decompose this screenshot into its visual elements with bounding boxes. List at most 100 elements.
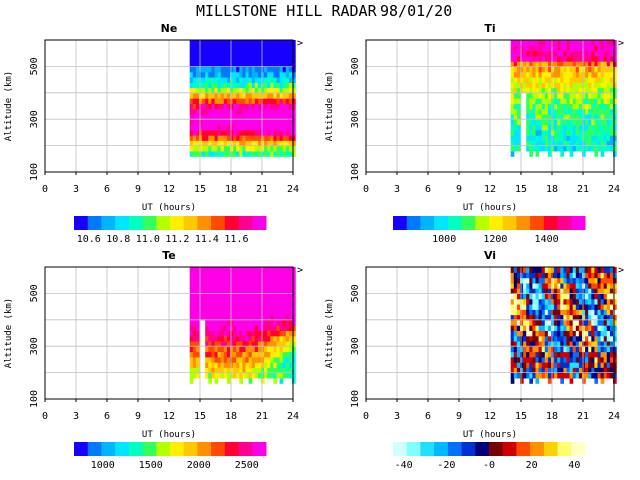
heatmap-cell	[189, 293, 194, 300]
heatmap-cell	[532, 140, 537, 147]
heatmap-cell	[535, 150, 540, 157]
heatmap-cell	[292, 335, 296, 342]
heatmap-cell	[285, 340, 290, 347]
heatmap-cell	[566, 103, 571, 110]
heatmap-cell	[572, 129, 577, 136]
heatmap-cell	[276, 103, 281, 110]
heatmap-cell	[257, 304, 262, 310]
heatmap-cell	[199, 40, 203, 46]
heatmap-cell	[214, 340, 219, 347]
heatmap-cell	[591, 282, 595, 289]
heatmap-cell	[551, 66, 555, 73]
heatmap-cell	[554, 140, 558, 147]
heatmap-cell	[223, 40, 228, 46]
heatmap-cell	[529, 119, 533, 126]
heatmap-cells	[510, 267, 617, 384]
colorbar-swatch	[170, 216, 185, 230]
heatmap-cell	[205, 55, 209, 62]
heatmap-cell	[560, 346, 564, 353]
heatmap-cell	[582, 340, 586, 347]
heatmap-cell	[585, 135, 589, 141]
heatmap-cell	[245, 129, 250, 136]
heatmap-cell	[516, 77, 521, 83]
heatmap-cell	[276, 304, 281, 310]
heatmap-cell	[566, 45, 571, 52]
heatmap-cell	[541, 71, 546, 78]
heatmap-cell	[569, 288, 574, 294]
heatmap-cell	[516, 367, 521, 374]
heatmap-cell	[594, 150, 599, 157]
heatmap-cell	[535, 66, 540, 73]
heatmap-cell	[248, 367, 253, 374]
heatmap-cell	[189, 129, 194, 136]
heatmap-cell	[588, 367, 592, 374]
heatmap-cell	[526, 40, 530, 46]
heatmap-cell	[261, 282, 265, 289]
heatmap-cell	[516, 298, 521, 305]
heatmap-cell	[276, 45, 281, 52]
colorbar-tick-label: 1500	[139, 460, 163, 471]
heatmap-cell	[242, 346, 247, 353]
heatmap-cell	[254, 335, 259, 342]
heatmap-cell	[544, 367, 549, 374]
heatmap-cell	[575, 309, 580, 316]
heatmap-cell	[557, 346, 561, 353]
heatmap-cell	[267, 335, 271, 342]
heatmap-cell	[557, 119, 561, 126]
heatmap-cell	[532, 124, 537, 131]
heatmap-cell	[563, 351, 568, 358]
heatmap-cell	[535, 108, 540, 115]
heatmap-cell	[563, 98, 568, 104]
heatmap-cell	[526, 282, 530, 289]
heatmap-cell	[572, 367, 577, 374]
heatmap-cell	[257, 108, 262, 115]
heatmap-cell	[226, 346, 231, 353]
heatmap-cell	[279, 351, 284, 358]
heatmap-cell	[566, 277, 571, 284]
heatmap-cell	[551, 140, 555, 147]
colorbar-tick-label: 1000	[432, 234, 456, 245]
heatmap-cell	[578, 77, 583, 83]
heatmap-cell	[591, 325, 595, 331]
heatmap-cell	[600, 150, 605, 157]
heatmap-cell	[236, 330, 240, 337]
heatmap-cell	[526, 92, 530, 99]
heatmap-cell	[279, 314, 284, 321]
heatmap-cell	[609, 140, 614, 147]
heatmap-cell	[609, 304, 614, 310]
heatmap-cell	[205, 61, 209, 67]
heatmap-cell	[226, 92, 231, 99]
heatmap-cell	[547, 71, 552, 78]
heatmap-cell	[223, 314, 228, 321]
heatmap-cell	[220, 272, 225, 279]
heatmap-cell	[276, 145, 281, 152]
heatmap-cell	[279, 377, 284, 384]
heatmap-cell	[582, 272, 586, 279]
heatmap-cell	[211, 129, 216, 136]
heatmap-cell	[510, 103, 515, 110]
heatmap-cell	[292, 98, 296, 104]
heatmap-cell	[572, 124, 577, 131]
y-axis-label: Altitude (km)	[4, 71, 14, 141]
heatmap-cell	[245, 61, 250, 67]
heatmap-cell	[578, 135, 583, 141]
heatmap-cell	[569, 314, 574, 321]
heatmap-cell	[554, 92, 558, 99]
heatmap-cell	[273, 61, 278, 67]
heatmap-cell	[276, 282, 281, 289]
heatmap-cell	[251, 103, 256, 110]
heatmap-cell	[554, 145, 558, 152]
heatmap-cell	[242, 335, 247, 342]
heatmap-cell	[591, 335, 595, 342]
heatmap-cell	[532, 372, 537, 379]
heatmap-cell	[529, 356, 533, 363]
heatmap-cell	[600, 377, 605, 384]
heatmap-cell	[195, 71, 200, 78]
heatmap-cell	[529, 335, 533, 342]
heatmap-cell	[566, 351, 571, 358]
heatmap-cell	[223, 61, 228, 67]
heatmap-cell	[569, 145, 574, 152]
heatmap-cell	[554, 282, 558, 289]
heatmap-cell	[211, 346, 216, 353]
heatmap-cell	[510, 298, 515, 305]
